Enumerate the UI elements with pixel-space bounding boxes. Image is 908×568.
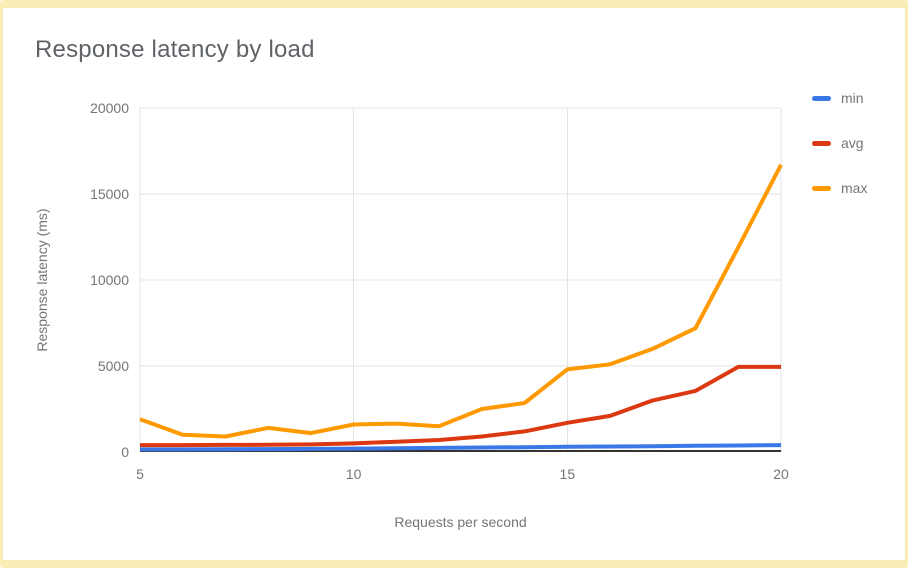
x-tick-label-10: 10 xyxy=(345,466,362,482)
legend-item-avg[interactable]: avg xyxy=(812,134,867,152)
x-tick-label-15: 15 xyxy=(559,466,576,482)
series-line-avg[interactable] xyxy=(140,364,781,448)
x-tick-label-5: 5 xyxy=(136,466,144,482)
legend-label-avg: avg xyxy=(841,135,864,151)
series-line-max[interactable] xyxy=(139,163,783,439)
legend-swatch-max xyxy=(812,185,831,191)
y-tick-label-5000: 5000 xyxy=(97,358,129,374)
y-tick-label-15000: 15000 xyxy=(90,186,129,202)
chart-legend: min avg max xyxy=(812,89,867,197)
series-line-min[interactable] xyxy=(140,443,782,452)
chart-plot-area xyxy=(139,107,783,452)
legend-item-min[interactable]: min xyxy=(812,89,867,107)
legend-label-max: max xyxy=(841,180,868,196)
y-tick-label-0: 0 xyxy=(121,444,129,460)
chart-title: Response latency by load xyxy=(35,36,315,63)
x-axis-title: Requests per second xyxy=(394,514,527,530)
legend-label-min: min xyxy=(841,90,864,106)
legend-swatch-avg xyxy=(812,140,831,146)
x-tick-label-20: 20 xyxy=(773,466,789,482)
y-tick-label-10000: 10000 xyxy=(90,272,129,288)
legend-swatch-min xyxy=(812,95,831,101)
y-tick-label-20000: 20000 xyxy=(90,100,129,116)
legend-item-max[interactable]: max xyxy=(812,179,867,197)
